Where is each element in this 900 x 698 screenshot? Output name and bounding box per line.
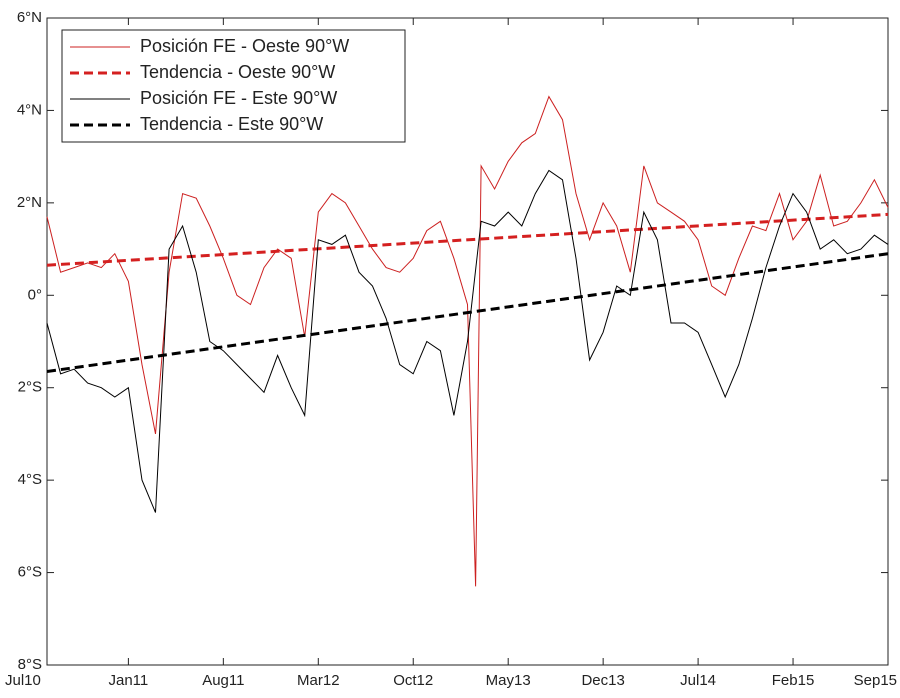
legend-label: Tendencia - Oeste 90°W <box>140 62 335 82</box>
x-tick-label: May13 <box>486 672 531 689</box>
x-tick-label: Mar12 <box>297 672 340 689</box>
y-tick-label: 4°N <box>17 101 42 118</box>
series-line <box>46 252 889 373</box>
series-line <box>46 95 889 587</box>
x-tick-label: Feb15 <box>772 672 815 689</box>
legend-label: Posición FE - Oeste 90°W <box>140 36 349 56</box>
x-tick-label: Jan11 <box>109 672 149 689</box>
legend-box <box>61 29 406 143</box>
y-tick-label: 0° <box>28 286 42 303</box>
y-tick-label: 8°S <box>18 656 42 673</box>
x-tick-label: Jul14 <box>680 672 716 689</box>
series-line <box>46 169 889 513</box>
legend-label: Posición FE - Este 90°W <box>140 88 337 108</box>
y-tick-label: 6°S <box>18 564 42 581</box>
x-tick-label: Jul10 <box>5 672 41 689</box>
x-tick-label: Dec13 <box>581 672 624 689</box>
legend-label: Tendencia - Este 90°W <box>140 114 323 134</box>
y-tick-label: 2°S <box>18 379 42 396</box>
y-tick-label: 4°S <box>18 471 42 488</box>
x-tick-label: Aug11 <box>202 672 244 689</box>
x-tick-label: Sep15 <box>854 672 897 689</box>
y-tick-label: 6°N <box>17 9 42 26</box>
y-tick-label: 2°N <box>17 194 42 211</box>
series-line <box>46 212 889 267</box>
x-tick-label: Oct12 <box>393 672 433 689</box>
